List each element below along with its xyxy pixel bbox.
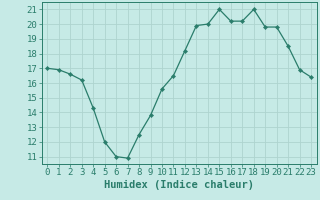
- X-axis label: Humidex (Indice chaleur): Humidex (Indice chaleur): [104, 180, 254, 190]
